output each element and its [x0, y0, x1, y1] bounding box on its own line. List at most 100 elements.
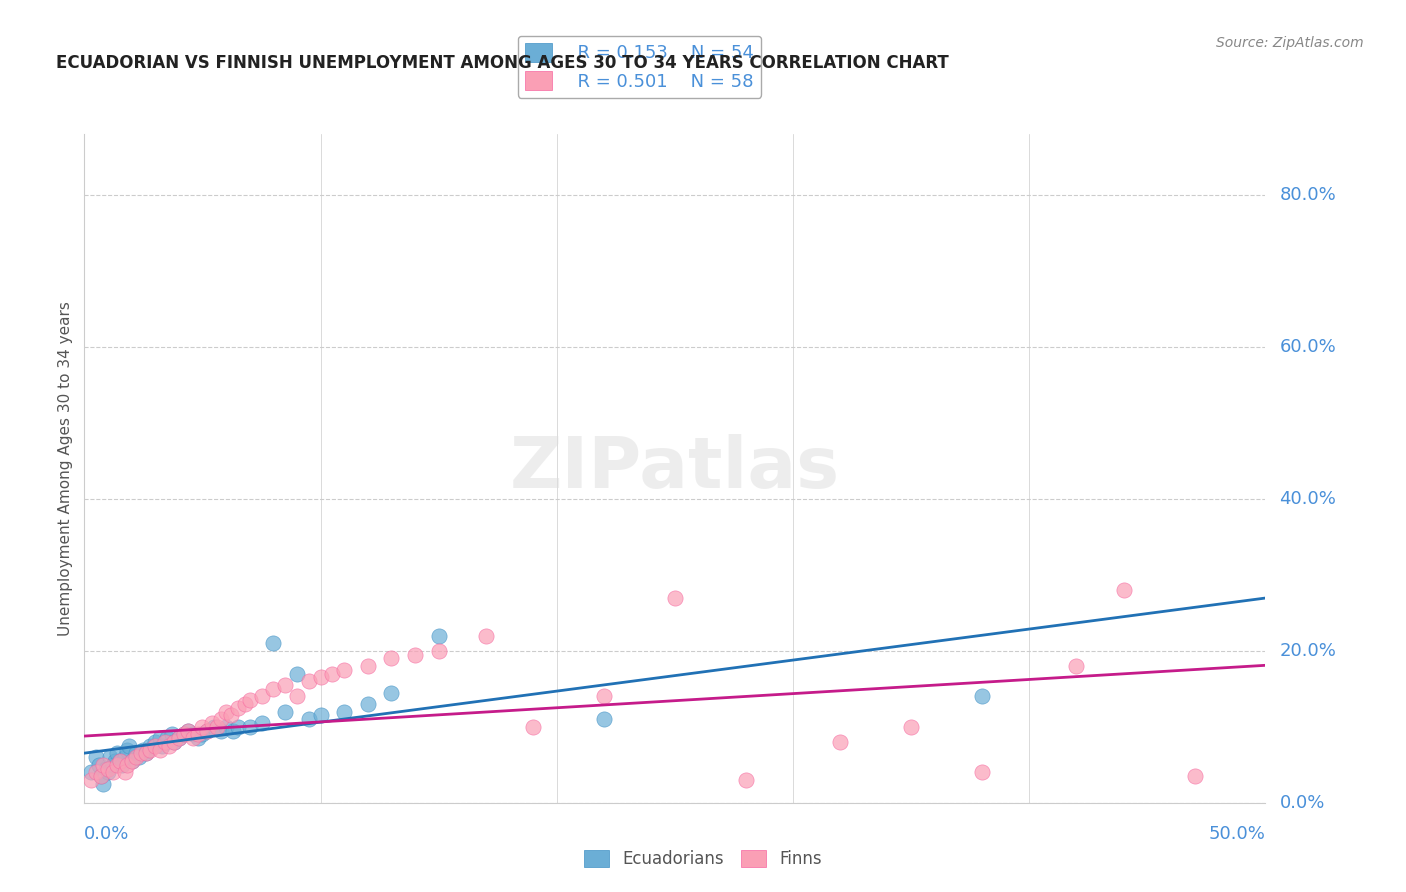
- Point: [274, 705, 297, 719]
- Point: [201, 716, 224, 731]
- Point: [118, 739, 141, 753]
- Text: 40.0%: 40.0%: [1279, 490, 1336, 508]
- Point: [593, 690, 616, 704]
- Point: [135, 747, 157, 761]
- Point: [226, 700, 249, 714]
- Text: ZIPatlas: ZIPatlas: [510, 434, 839, 503]
- Point: [830, 735, 852, 749]
- Point: [298, 712, 321, 726]
- Point: [163, 735, 186, 749]
- Point: [734, 772, 756, 787]
- Point: [222, 723, 245, 738]
- Point: [101, 765, 124, 780]
- Point: [262, 636, 284, 650]
- Point: [149, 742, 172, 756]
- Point: [143, 735, 166, 749]
- Point: [125, 750, 148, 764]
- Point: [132, 742, 155, 756]
- Point: [215, 705, 238, 719]
- Point: [107, 757, 129, 772]
- Text: 60.0%: 60.0%: [1279, 338, 1336, 356]
- Point: [427, 628, 450, 642]
- Point: [357, 659, 380, 673]
- Point: [91, 757, 114, 772]
- Point: [80, 765, 103, 780]
- Point: [202, 720, 225, 734]
- Point: [205, 720, 228, 734]
- Point: [187, 727, 209, 741]
- Point: [593, 712, 616, 726]
- Point: [262, 681, 284, 696]
- Point: [215, 720, 238, 734]
- Point: [108, 754, 131, 768]
- Point: [191, 727, 214, 741]
- Point: [173, 727, 195, 741]
- Point: [239, 720, 262, 734]
- Point: [233, 697, 256, 711]
- Point: [1184, 769, 1206, 783]
- Point: [111, 757, 134, 772]
- Point: [380, 651, 402, 665]
- Point: [90, 769, 112, 783]
- Point: [101, 757, 124, 772]
- Point: [129, 747, 152, 761]
- Point: [900, 720, 922, 734]
- Point: [128, 750, 150, 764]
- Point: [94, 762, 117, 776]
- Text: 20.0%: 20.0%: [1279, 641, 1336, 660]
- Point: [114, 765, 136, 780]
- Legend: Ecuadorians, Finns: Ecuadorians, Finns: [578, 843, 828, 875]
- Point: [475, 628, 498, 642]
- Point: [970, 765, 993, 780]
- Point: [309, 708, 332, 723]
- Point: [357, 697, 380, 711]
- Text: ECUADORIAN VS FINNISH UNEMPLOYMENT AMONG AGES 30 TO 34 YEARS CORRELATION CHART: ECUADORIAN VS FINNISH UNEMPLOYMENT AMONG…: [56, 54, 949, 71]
- Point: [160, 727, 183, 741]
- Point: [209, 723, 232, 738]
- Point: [84, 750, 107, 764]
- Point: [309, 670, 332, 684]
- Point: [333, 705, 356, 719]
- Point: [239, 693, 262, 707]
- Point: [177, 723, 200, 738]
- Point: [191, 720, 214, 734]
- Point: [136, 742, 159, 756]
- Text: Source: ZipAtlas.com: Source: ZipAtlas.com: [1216, 36, 1364, 50]
- Point: [91, 777, 114, 791]
- Point: [104, 754, 127, 768]
- Text: 80.0%: 80.0%: [1279, 186, 1336, 203]
- Point: [163, 735, 186, 749]
- Point: [321, 666, 343, 681]
- Point: [98, 750, 121, 764]
- Point: [114, 750, 136, 764]
- Point: [108, 754, 131, 768]
- Point: [143, 739, 166, 753]
- Point: [87, 757, 110, 772]
- Point: [167, 731, 190, 746]
- Point: [181, 731, 204, 746]
- Point: [135, 747, 157, 761]
- Point: [149, 731, 172, 746]
- Point: [219, 708, 242, 723]
- Point: [1112, 582, 1135, 597]
- Point: [157, 739, 180, 753]
- Point: [522, 720, 544, 734]
- Point: [177, 723, 200, 738]
- Point: [226, 720, 249, 734]
- Point: [156, 731, 179, 746]
- Point: [97, 765, 120, 780]
- Point: [664, 591, 686, 605]
- Point: [298, 674, 321, 689]
- Point: [404, 648, 426, 662]
- Point: [250, 690, 273, 704]
- Point: [139, 739, 162, 753]
- Point: [274, 678, 297, 692]
- Point: [153, 735, 176, 749]
- Point: [121, 754, 143, 768]
- Point: [970, 690, 993, 704]
- Point: [167, 731, 190, 746]
- Legend:   R = 0.153    N = 54,   R = 0.501    N = 58: R = 0.153 N = 54, R = 0.501 N = 58: [517, 36, 762, 98]
- Point: [285, 690, 308, 704]
- Point: [195, 723, 218, 738]
- Y-axis label: Unemployment Among Ages 30 to 34 years: Unemployment Among Ages 30 to 34 years: [58, 301, 73, 636]
